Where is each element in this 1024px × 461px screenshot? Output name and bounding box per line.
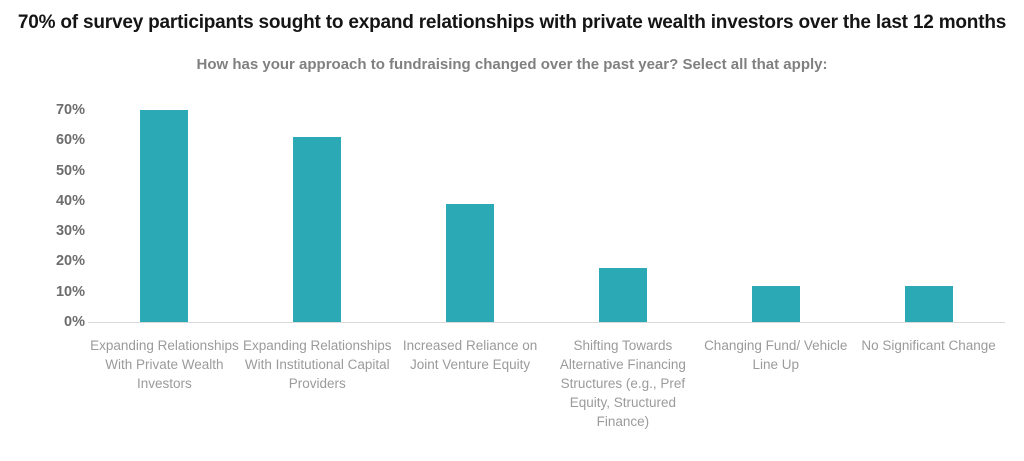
y-tick-label: 40%: [55, 192, 85, 209]
x-category-label: Expanding Relationships With Institution…: [242, 338, 392, 391]
bar: [293, 137, 342, 322]
bar: [751, 285, 800, 322]
chart-subtitle: How has your approach to fundraising cha…: [196, 56, 828, 73]
x-category-label: Increased Reliance on Joint Venture Equi…: [402, 338, 538, 372]
bar: [140, 110, 189, 322]
page-title: 70% of survey participants sought to exp…: [17, 12, 1007, 33]
y-tick-label: 70%: [55, 102, 85, 118]
x-axis-labels: Expanding Relationships With Private Wea…: [88, 336, 1005, 446]
bar: [446, 203, 495, 322]
bar: [904, 285, 953, 322]
y-tick-label: 50%: [55, 162, 85, 179]
y-tick-label: 60%: [55, 132, 85, 149]
x-category-label: Shifting Towards Alternative Financing S…: [559, 338, 686, 429]
y-tick-label: 10%: [55, 283, 85, 300]
y-tick-label: 0%: [64, 314, 85, 330]
x-category-label: Changing Fund/ Vehicle Line Up: [704, 338, 848, 372]
y-tick-label: 20%: [55, 253, 85, 270]
y-axis: 70% 60% 50% 40% 30% 20% 10% 0%: [28, 102, 85, 330]
plot-area: [88, 110, 1005, 323]
bar: [598, 267, 647, 322]
x-category-label: Expanding Relationships With Private Wea…: [90, 338, 239, 391]
y-tick-label: 30%: [55, 223, 85, 240]
x-category-label: No Significant Change: [861, 338, 996, 353]
